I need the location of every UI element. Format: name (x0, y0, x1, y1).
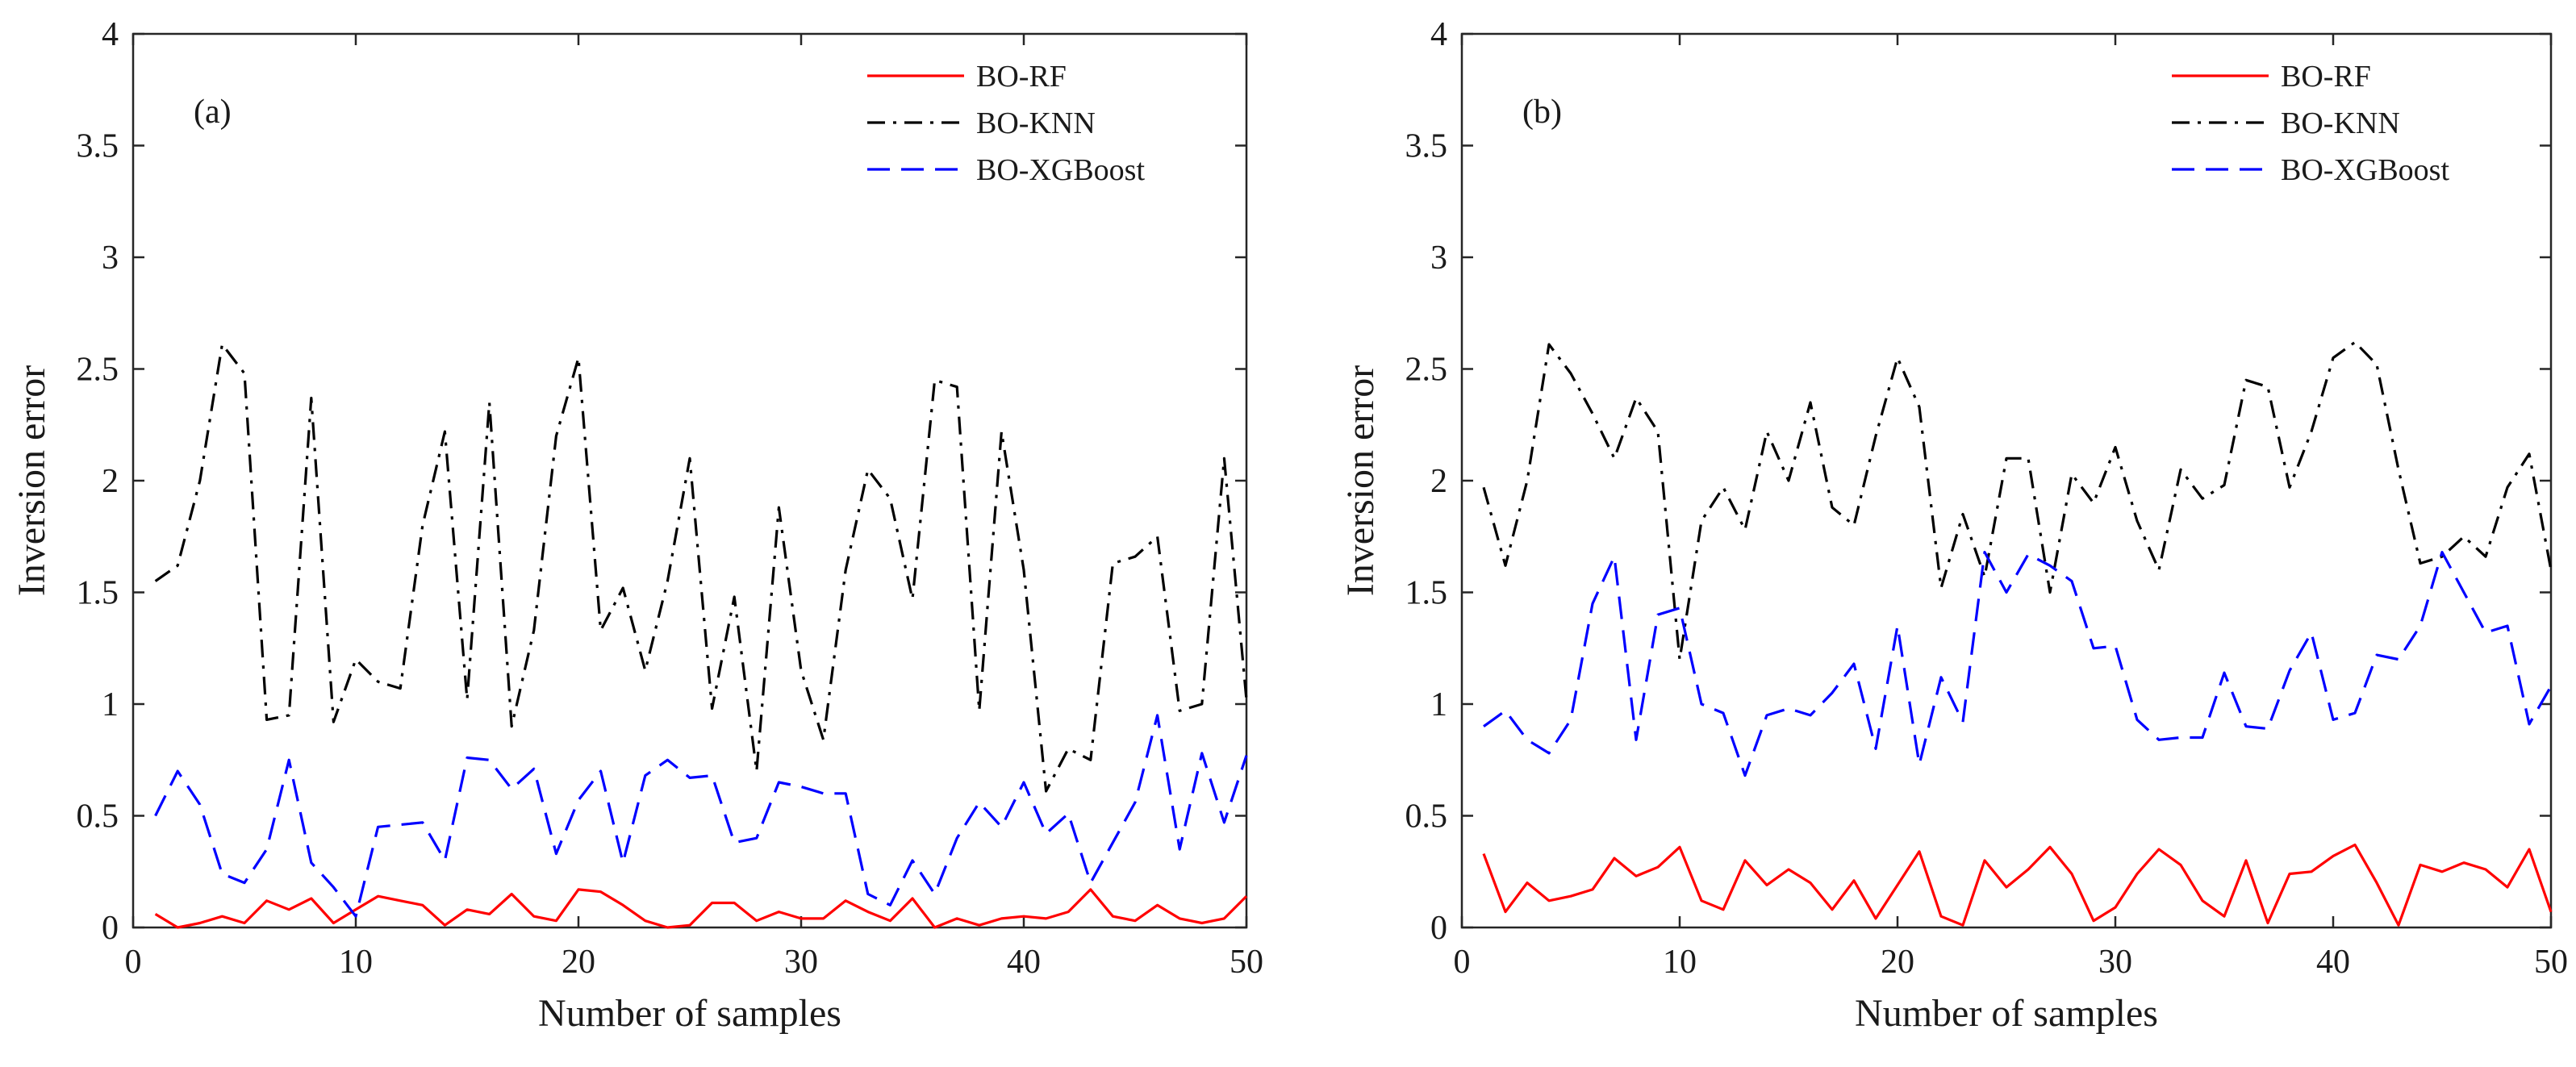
y-tick-label: 0.5 (77, 798, 119, 836)
x-tick-label: 40 (2316, 944, 2350, 981)
legend-label: BO-XGBoost (2281, 153, 2449, 187)
y-tick-label: 0.5 (1405, 798, 1448, 836)
panel-label: (a) (194, 94, 232, 131)
x-tick-label: 50 (2534, 944, 2568, 981)
legend-label: BO-RF (2281, 60, 2371, 94)
y-tick-label: 2.5 (77, 352, 119, 389)
x-tick-label: 30 (2098, 944, 2132, 981)
legend-label: BO-XGBoost (976, 153, 1145, 187)
series-line-bo-knn (1482, 340, 2553, 661)
y-tick-label: 3.5 (77, 128, 119, 165)
x-tick-label: 50 (1230, 944, 1263, 981)
y-tick-label: 4 (1430, 16, 1447, 53)
y-tick-label: 0 (102, 910, 119, 947)
y-tick-label: 3 (1430, 240, 1447, 277)
legend-label: BO-KNN (2281, 106, 2400, 140)
x-axis-label: Number of samples (1855, 992, 2158, 1035)
y-tick-label: 3.5 (1405, 128, 1448, 165)
x-tick-label: 40 (1007, 944, 1041, 981)
y-tick-label: 2 (1430, 463, 1447, 500)
legend-label: BO-RF (976, 60, 1067, 94)
y-tick-label: 2.5 (1405, 352, 1448, 389)
x-tick-label: 10 (339, 944, 373, 981)
y-tick-label: 1.5 (77, 575, 119, 612)
x-tick-label: 20 (562, 944, 595, 981)
y-tick-label: 0 (1430, 910, 1447, 947)
x-tick-label: 10 (1663, 944, 1697, 981)
y-axis-label: Inversion error (10, 365, 53, 597)
y-tick-label: 4 (102, 16, 119, 53)
x-tick-label: 30 (784, 944, 818, 981)
legend-label: BO-KNN (976, 106, 1096, 140)
series-line-bo-xgboost (154, 714, 1248, 918)
y-tick-label: 1 (102, 686, 119, 723)
x-axis-label: Number of samples (538, 992, 841, 1035)
y-tick-label: 2 (102, 463, 119, 500)
series-line-bo-knn (154, 343, 1248, 793)
series-line-bo-rf (154, 888, 1248, 929)
series-line-bo-xgboost (1483, 550, 2553, 777)
panel-b: 0 10 20 30 40 50 0 0.5 1 1.5 2 2.5 3 3.5 4 Number of sa… (1339, 16, 2568, 1035)
y-axis-label: Inversion error (1339, 365, 1382, 597)
x-tick-label: 20 (1881, 944, 1914, 981)
panel-label: (b) (1522, 94, 1562, 131)
x-tick-label: 0 (1454, 944, 1471, 981)
panel-a: 0 10 20 30 40 50 0 0.5 1 1.5 2 2.5 3 3.5 4 Number of sa… (10, 16, 1263, 1035)
series-line-bo-rf (1482, 843, 2553, 927)
y-tick-label: 1 (1430, 686, 1447, 723)
y-tick-label: 1.5 (1405, 575, 1448, 612)
x-tick-label: 0 (125, 944, 142, 981)
y-tick-label: 3 (102, 240, 119, 277)
